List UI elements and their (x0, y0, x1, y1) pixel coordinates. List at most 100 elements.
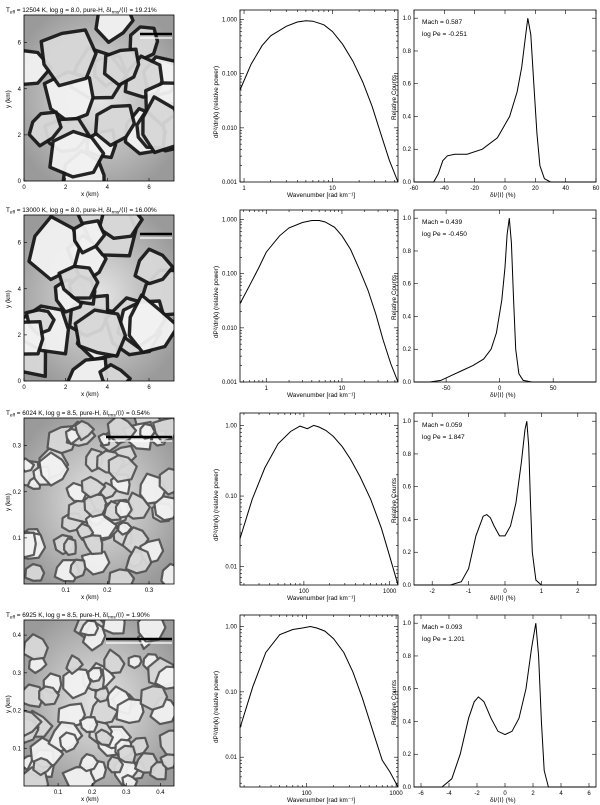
power-spectrum-line (239, 20, 399, 183)
histogram-x-tick-label: 60 (593, 186, 600, 192)
power-spectrum-line (239, 220, 399, 383)
histogram-y-tick-label: 0.4 (403, 314, 412, 320)
image-y-tick-label: 0.2 (13, 490, 22, 496)
image-y-tick-label: 0 (18, 179, 22, 185)
histogram-x-axis-label: δI/⟨I⟩ (%) (490, 392, 516, 399)
peclet-number-label: log Pe = 1.201 (422, 636, 465, 643)
granulation-image-panel-4: Teff = 6925 K, log g = 8.5, pure-H, δIrm… (5, 612, 175, 803)
histogram-x-axis-label: δI/⟨I⟩ (%) (490, 595, 516, 602)
spectrum-y-tick-label: 0.100 (222, 72, 238, 78)
histogram-y-tick-label: 0.0 (403, 583, 412, 589)
image-y-tick-label: 0.1 (13, 536, 22, 542)
spectrum-x-tick-label: 100 (299, 589, 310, 595)
image-title: Teff = 6925 K, log g = 8.5, pure-H, δIrm… (6, 612, 150, 620)
image-y-tick-label: 0 (18, 379, 22, 385)
intensity-histogram-line (414, 623, 596, 788)
spectrum-x-tick-label: 1 (242, 186, 246, 192)
image-x-tick-label: 0.4 (156, 790, 165, 796)
image-x-tick-label: 0.1 (54, 790, 63, 796)
spectrum-y-tick-label: 1.000 (222, 18, 238, 24)
histogram-y-tick-label: 0.0 (403, 180, 412, 186)
spectrum-y-tick-label: 0.10 (225, 690, 237, 696)
histogram-y-tick-label: 0.6 (403, 282, 412, 288)
image-x-tick-label: 4 (106, 185, 110, 191)
image-y-tick-label: 2 (18, 333, 22, 339)
mach-number-label: Mach = 0.587 (422, 19, 462, 26)
image-x-tick-label: 0 (22, 385, 26, 391)
spectrum-y-axis-label: dP²/dn(k) (relative power) (213, 469, 220, 541)
spectrum-y-tick-label: 0.001 (222, 380, 238, 386)
histogram-y-tick-label: 0.8 (403, 49, 412, 55)
intensity-histogram-line (414, 18, 596, 183)
image-y-tick-label: 0.2 (13, 709, 22, 715)
spectrum-y-tick-label: 1.00 (225, 423, 237, 429)
histogram-y-tick-label: 0.6 (403, 82, 412, 88)
spectrum-x-tick-label: 100 (302, 791, 313, 797)
spectrum-x-tick-label: 1000 (389, 791, 403, 797)
spectrum-x-axis-label: Wavenumber [rad km⁻¹] (287, 595, 355, 602)
histogram-y-tick-label: 1.0 (403, 621, 412, 627)
intensity-histogram-line (414, 421, 596, 586)
histogram-panel-4: -6 -4 -2 0 2 4 6 0.0 0.2 0.4 0.6 0.8 1.0 δI/⟨I⟩ (%) Re… (391, 614, 597, 804)
spectrum-y-tick-label: 0.010 (222, 326, 238, 332)
image-y-tick-label: 6 (18, 241, 22, 247)
spectrum-y-axis-label: dP²/dn(k) (relative power) (213, 671, 220, 743)
histogram-x-tick-label: -40 (440, 186, 449, 192)
image-title: Teff = 6024 K, log g = 8.5, pure-H, δIrm… (6, 410, 150, 418)
spectrum-y-tick-label: 0.01 (225, 565, 237, 571)
histogram-x-tick-label: -50 (442, 386, 451, 392)
image-x-tick-label: 6 (147, 385, 151, 391)
histogram-y-tick-label: 0.4 (403, 517, 412, 523)
spectrum-panel-1: 1 10 0.001 0.010 0.100 1.000 Wavenumber [rad k… (213, 9, 399, 199)
peclet-number-label: log Pe = -0.450 (422, 231, 467, 238)
histogram-x-tick-label: -20 (470, 186, 479, 192)
histogram-y-axis-label: Relative Counts (391, 478, 398, 523)
image-y-tick-label: 0.3 (13, 671, 22, 677)
histogram-x-tick-label: 1 (540, 589, 544, 595)
histogram-x-tick-label: -2 (474, 791, 480, 797)
histogram-x-tick-label: -4 (446, 791, 452, 797)
histogram-x-tick-label: 0 (503, 186, 507, 192)
image-x-tick-label: 0.2 (88, 790, 97, 796)
histogram-y-tick-label: 0.8 (403, 654, 412, 660)
granulation-texture (24, 15, 174, 181)
spectrum-x-axis-label: Wavenumber [rad km⁻¹] (287, 797, 355, 804)
power-spectrum-line (239, 424, 399, 586)
histogram-x-tick-label: 4 (559, 791, 563, 797)
granulation-image-panel-3: Teff = 6024 K, log g = 8.5, pure-H, δIrm… (5, 410, 175, 601)
image-y-axis-label: y (km) (5, 90, 12, 108)
peclet-number-label: log Pe = -0.251 (422, 31, 467, 38)
image-y-tick-label: 0.4 (13, 633, 22, 639)
image-x-tick-label: 6 (147, 185, 151, 191)
image-y-axis-label: y (km) (5, 695, 12, 713)
image-y-tick-label: 0.1 (13, 746, 22, 752)
histogram-y-tick-label: 0.8 (403, 249, 412, 255)
histogram-panel-2: -50 0 50 0.0 0.2 0.4 0.6 0.8 1.0 δI/⟨I⟩ (%) Relati… (391, 209, 597, 399)
histogram-y-tick-label: 0.2 (403, 550, 412, 556)
spectrum-y-tick-label: 1.00 (225, 625, 237, 631)
image-x-tick-label: 0.3 (122, 790, 131, 796)
spectrum-x-tick-label: 1000 (383, 589, 397, 595)
histogram-x-tick-label: 0 (503, 791, 507, 797)
image-y-axis-label: y (km) (5, 290, 12, 308)
histogram-x-tick-label: 0 (498, 386, 502, 392)
image-x-axis-label: x (km) (81, 191, 99, 198)
spectrum-x-axis-label: Wavenumber [rad km⁻¹] (287, 392, 355, 399)
histogram-y-axis-label: Relative Counts (391, 680, 398, 725)
spectrum-y-tick-label: 0.001 (222, 180, 238, 186)
histogram-panel-3: -2 -1 0 1 2 0.0 0.2 0.4 0.6 0.8 1.0 δI/⟨I⟩ (%) Relat… (391, 412, 597, 602)
histogram-y-tick-label: 0.0 (403, 380, 412, 386)
granulation-texture (24, 215, 174, 381)
power-spectrum-line (239, 625, 399, 788)
image-x-tick-label: 2 (64, 185, 68, 191)
spectrum-y-tick-label: 0.10 (225, 494, 237, 500)
image-title: Teff = 12504 K, log g = 8.0, pure-H, δIr… (6, 7, 157, 15)
image-x-axis-label: x (km) (81, 594, 99, 601)
histogram-x-tick-label: 2 (576, 589, 580, 595)
histogram-x-tick-label: -6 (418, 791, 424, 797)
spectrum-panel-2: 1 10 0.001 0.010 0.100 1.000 Wavenumber [rad k… (213, 209, 399, 399)
spectrum-x-axis-label: Wavenumber [rad km⁻¹] (287, 192, 355, 199)
histogram-x-tick-label: 2 (531, 791, 535, 797)
